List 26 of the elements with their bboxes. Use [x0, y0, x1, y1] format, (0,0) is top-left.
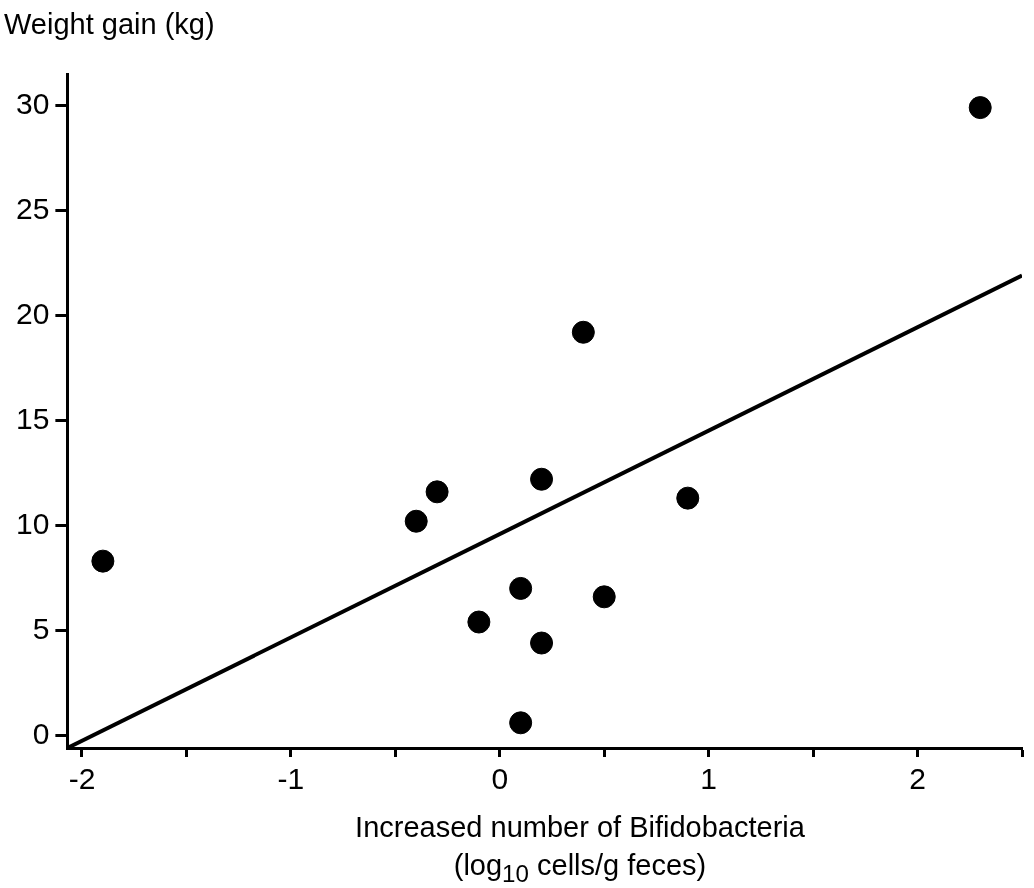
x-axis-title: Increased number of Bifidobacteria (log$_{10}$ cells/g feces) [354, 810, 806, 888]
y-tick-label: 20 [15, 296, 50, 330]
y-tick-label: 25 [15, 191, 50, 225]
x-tick-label: 1 [700, 762, 718, 796]
x-tick-label: -2 [68, 762, 96, 796]
point [968, 96, 992, 120]
y-tick-label: 0 [32, 716, 50, 750]
point [425, 480, 449, 504]
y-tick-label: 15 [15, 401, 50, 435]
point [509, 711, 533, 735]
point [530, 467, 554, 491]
point [91, 549, 115, 573]
x-tick-label: 2 [909, 762, 926, 796]
point [530, 631, 554, 655]
point [592, 585, 616, 609]
point [467, 610, 491, 634]
x-tick-label: 0 [491, 762, 509, 796]
y-tick-label: 30 [15, 86, 50, 120]
x-tick-label: -1 [277, 762, 305, 796]
y-tick-label: 5 [32, 611, 50, 645]
point [571, 320, 595, 344]
point [676, 486, 700, 510]
point [509, 576, 533, 600]
y-axis-title: Weight gain (kg) [4, 8, 215, 41]
point [404, 509, 428, 533]
y-tick-label: 10 [15, 506, 50, 540]
